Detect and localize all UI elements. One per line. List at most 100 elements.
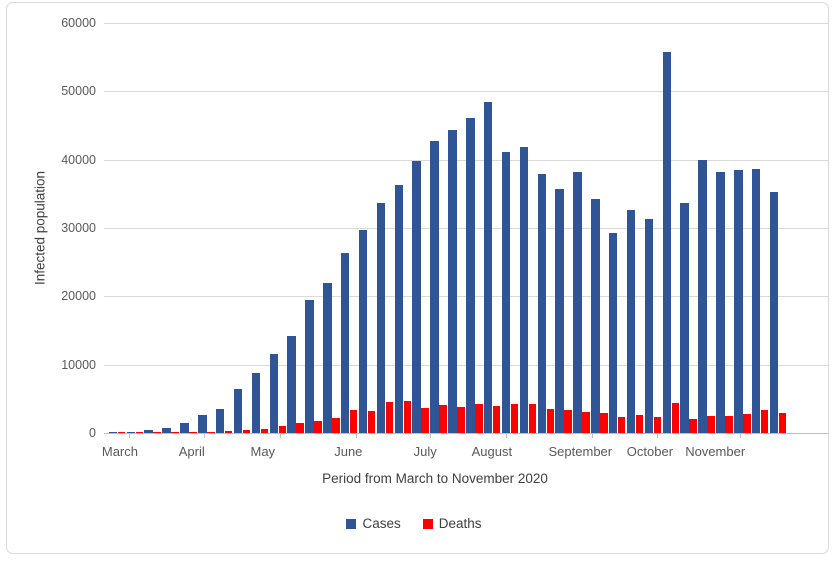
bar-deaths-week-14	[349, 409, 358, 433]
x-axis-tick	[505, 434, 507, 438]
bar-cases-week-10	[269, 353, 279, 433]
x-axis-line	[104, 433, 829, 434]
bar-deaths-week-30	[635, 415, 644, 433]
bar-deaths-week-22	[492, 406, 501, 433]
bar-deaths-week-33	[689, 418, 697, 433]
gridline-50000	[104, 91, 829, 93]
bar-cases-week-14	[340, 253, 350, 433]
bar-deaths-week-15	[367, 411, 376, 433]
bar-deaths-week-21	[475, 403, 483, 433]
bar-deaths-week-36	[743, 413, 751, 433]
bar-cases-week-20	[448, 130, 457, 433]
x-axis-title: Period from March to November 2020	[322, 471, 548, 486]
x-tick-label-june: June	[334, 444, 363, 459]
bar-cases-week-2	[126, 431, 136, 433]
bar-cases-week-17	[394, 184, 404, 433]
x-axis-labels: March April May June July August September Octo…	[101, 444, 829, 462]
bar-deaths-week-19	[439, 404, 447, 433]
bar-cases-week-32	[662, 51, 672, 433]
x-tick-label-march: March	[101, 444, 138, 459]
legend-label-deaths: Deaths	[438, 516, 482, 531]
bar-cases-week-1	[108, 432, 118, 433]
y-tick-label-60000: 60000	[61, 16, 96, 30]
bar-cases-week-3	[144, 430, 153, 433]
bar-cases-week-36	[734, 169, 743, 433]
bar-deaths-week-11	[296, 423, 304, 433]
bar-cases-week-21	[466, 117, 475, 433]
y-tick-label-30000: 30000	[61, 221, 96, 235]
bar-deaths-week-3	[153, 432, 161, 433]
bar-deaths-week-18	[421, 408, 429, 433]
bar-cases-week-7	[215, 409, 225, 433]
bar-deaths-week-37	[760, 409, 769, 433]
bar-cases-week-18	[412, 161, 421, 433]
y-tick-label-50000: 50000	[61, 84, 96, 99]
bar-cases-week-24	[519, 147, 529, 433]
bar-cases-week-37	[751, 168, 761, 433]
bar-cases-week-16	[376, 203, 386, 433]
bar-deaths-week-6	[207, 431, 215, 433]
bar-cases-week-26	[555, 189, 564, 433]
bar-deaths-week-38	[778, 413, 787, 433]
plot-area	[104, 23, 829, 433]
x-axis-tick	[591, 434, 593, 438]
bar-deaths-week-26	[564, 409, 572, 433]
bar-deaths-week-35	[725, 415, 733, 433]
bar-deaths-week-27	[582, 412, 590, 433]
bar-cases-week-23	[501, 152, 511, 433]
x-axis-tick	[204, 434, 206, 438]
bar-deaths-week-29	[617, 416, 626, 433]
bar-cases-week-31	[644, 219, 654, 433]
bar-deaths-week-2	[135, 432, 144, 433]
bar-cases-week-9	[251, 372, 261, 433]
bar-deaths-week-4	[171, 432, 179, 433]
bar-cases-week-27	[573, 171, 582, 433]
bar-deaths-week-25	[546, 408, 554, 433]
bar-deaths-week-9	[260, 428, 269, 433]
bar-deaths-week-24	[528, 403, 537, 433]
bar-deaths-week-12	[314, 420, 322, 433]
y-axis-labels: 0 10000 20000 30000 40000 50000 60000	[50, 16, 96, 440]
x-axis-tick	[356, 434, 358, 438]
bar-deaths-week-32	[671, 402, 680, 433]
y-axis-title: Infected population	[32, 170, 48, 286]
bar-deaths-week-8	[242, 429, 251, 433]
bar-deaths-week-17	[403, 400, 412, 433]
x-axis-tick	[657, 434, 659, 438]
y-tick-label-40000: 40000	[61, 152, 96, 167]
x-tick-label-september: September	[548, 444, 613, 459]
bar-cases-week-4	[162, 428, 171, 433]
bar-cases-week-12	[305, 300, 314, 433]
bar-deaths-week-16	[385, 402, 394, 433]
bar-cases-week-13	[323, 282, 332, 433]
bar-cases-week-35	[716, 171, 725, 433]
x-tick-label-april: April	[178, 444, 205, 459]
bar-cases-week-11	[287, 335, 296, 433]
legend: Cases Deaths	[0, 516, 828, 531]
bar-cases-week-5	[180, 423, 189, 433]
bar-deaths-week-1	[117, 432, 126, 433]
bar-deaths-week-28	[600, 413, 608, 433]
bar-deaths-week-13	[332, 417, 340, 433]
bar-cases-week-19	[430, 141, 439, 433]
gridline-60000	[104, 23, 829, 24]
x-axis-tick	[280, 434, 282, 438]
x-axis-tick	[128, 434, 130, 438]
y-tick-label-20000: 20000	[61, 289, 96, 304]
bar-cases-week-8	[233, 388, 243, 433]
x-tick-label-november: November	[685, 444, 746, 459]
x-tick-label-october: October	[626, 444, 674, 459]
bar-cases-week-15	[358, 230, 368, 433]
bar-cases-week-28	[591, 198, 600, 433]
bar-deaths-week-7	[224, 431, 233, 433]
x-axis-tick	[739, 434, 741, 438]
x-tick-label-july: July	[413, 444, 437, 459]
legend-label-cases: Cases	[362, 516, 401, 531]
bar-deaths-week-31	[653, 417, 662, 433]
bar-deaths-week-5	[189, 431, 197, 433]
legend-item-cases: Cases	[346, 516, 401, 531]
y-tick-label-0: 0	[89, 426, 96, 440]
bar-cases-week-33	[680, 202, 689, 433]
deaths-legend-swatch-icon	[422, 518, 433, 529]
